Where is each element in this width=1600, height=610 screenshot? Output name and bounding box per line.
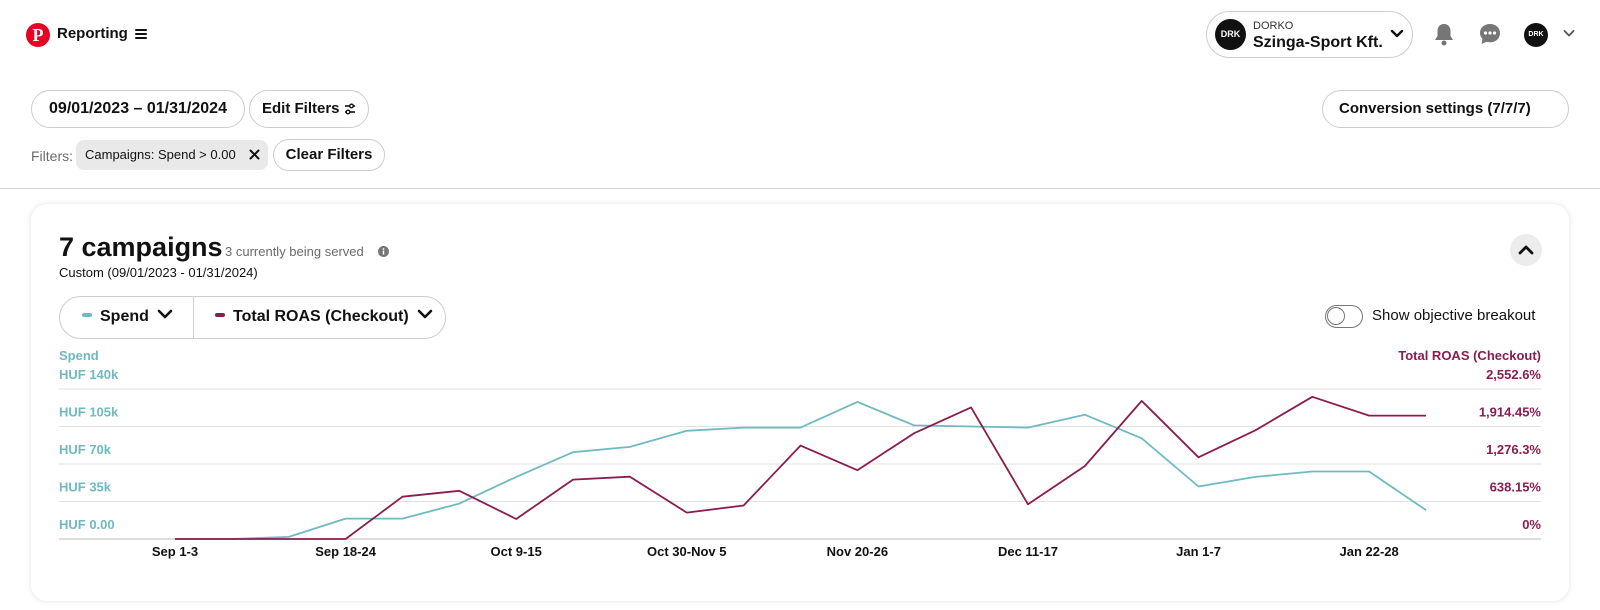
card-title: 7 campaigns [59,232,223,262]
pinterest-logo-icon[interactable]: P [26,23,50,47]
x-tick-label: Jan 1-7 [1176,544,1221,559]
metric-roas-label: Total ROAS (Checkout) [233,308,409,325]
right-tick-label: 0% [1522,517,1541,532]
chart-series [175,395,1427,540]
left-tick-label: HUF 0.00 [59,517,115,532]
filter-chip[interactable]: Campaigns: Spend > 0.00 [76,140,268,170]
toggle-label: Show objective breakout [1372,307,1536,324]
x-ticks: Sep 1-3 Sep 18-24 Oct 9-15 Oct 30-Nov 5 Nov … [152,544,1399,559]
roas-line[interactable] [175,395,1426,540]
bell-icon[interactable] [1433,22,1455,46]
clear-filters-button[interactable]: Clear Filters [273,139,385,171]
x-tick-label: Sep 18-24 [315,544,376,559]
right-tick-label: 1,914.45% [1479,405,1542,420]
x-tick-label: Oct 30-Nov 5 [647,544,726,559]
chevron-down-icon [1390,29,1404,38]
edit-filters-label: Edit Filters [262,100,340,117]
objective-breakout-toggle[interactable] [1325,305,1363,328]
chevron-up-icon [1518,245,1534,255]
left-tick-label: HUF 70k [59,442,112,457]
left-tick-label: HUF 105k [59,405,119,420]
card-date-range: Custom (09/01/2023 - 01/31/2024) [59,265,258,280]
metric-selector: Spend Total ROAS (Checkout) [59,296,446,339]
metric-divider [193,297,194,338]
right-axis-title: Total ROAS (Checkout) [1398,348,1541,363]
y-ticks: HUF 0.00 HUF 35k HUF 70k HUF 105k HUF 140k 0%… [59,367,1541,532]
left-axis-title: Spend [59,348,99,363]
account-name: Szinga-Sport Kft. [1253,34,1383,51]
account-avatar: DRK [1215,19,1246,50]
divider [0,188,1600,189]
collapse-button[interactable] [1510,234,1542,266]
x-tick-label: Nov 20-26 [827,544,888,559]
account-switcher[interactable]: DRK DORKO Szinga-Sport Kft. [1206,11,1413,58]
info-icon[interactable] [378,246,389,257]
roas-swatch [215,312,225,317]
account-org: DORKO [1253,20,1294,32]
served-count: 3 currently being served [225,244,364,259]
left-tick-label: HUF 35k [59,480,112,495]
toggle-knob [1327,307,1345,325]
conversion-settings-button[interactable]: Conversion settings (7/7/7) [1322,90,1569,128]
chart-grid [59,388,1541,540]
x-tick-label: Dec 11-17 [998,544,1058,559]
x-tick-label: Oct 9-15 [491,544,542,559]
metric-spend-label: Spend [100,308,149,325]
top-bar: P Reporting DRK DORKO Szinga-Sport Kft. … [0,0,1600,72]
right-tick-label: 638.15% [1490,480,1542,495]
chevron-down-icon[interactable] [1563,29,1575,38]
right-tick-label: 2,552.6% [1486,367,1541,382]
close-icon[interactable] [249,149,260,160]
metric-roas-dropdown[interactable]: Total ROAS (Checkout) [215,308,433,326]
spend-swatch [82,312,92,317]
right-tick-label: 1,276.3% [1486,442,1541,457]
spend-roas-chart: Spend Total ROAS (Checkout) HUF 0.00HUF … [59,348,1541,559]
chevron-down-icon [417,309,433,319]
campaigns-card: 7 campaigns 3 currently being served Cus… [31,204,1569,601]
menu-icon[interactable] [135,29,147,39]
messages-icon[interactable] [1478,22,1502,46]
user-avatar[interactable]: DRK [1524,23,1548,47]
date-range-button[interactable]: 09/01/2023 – 01/31/2024 [31,90,245,128]
metric-spend-dropdown[interactable]: Spend [82,308,173,326]
app-title: Reporting [57,25,128,42]
filters-label: Filters: [31,148,73,164]
x-tick-label: Sep 1-3 [152,544,198,559]
edit-filters-button[interactable]: Edit Filters [249,90,369,128]
x-tick-label: Jan 22-28 [1340,544,1399,559]
chevron-down-icon [157,309,173,319]
filter-chip-label: Campaigns: Spend > 0.00 [85,147,236,162]
left-tick-label: HUF 140k [59,367,119,382]
spend-line[interactable] [175,400,1427,540]
sliders-icon [345,103,355,115]
svg-text:P: P [33,25,44,45]
